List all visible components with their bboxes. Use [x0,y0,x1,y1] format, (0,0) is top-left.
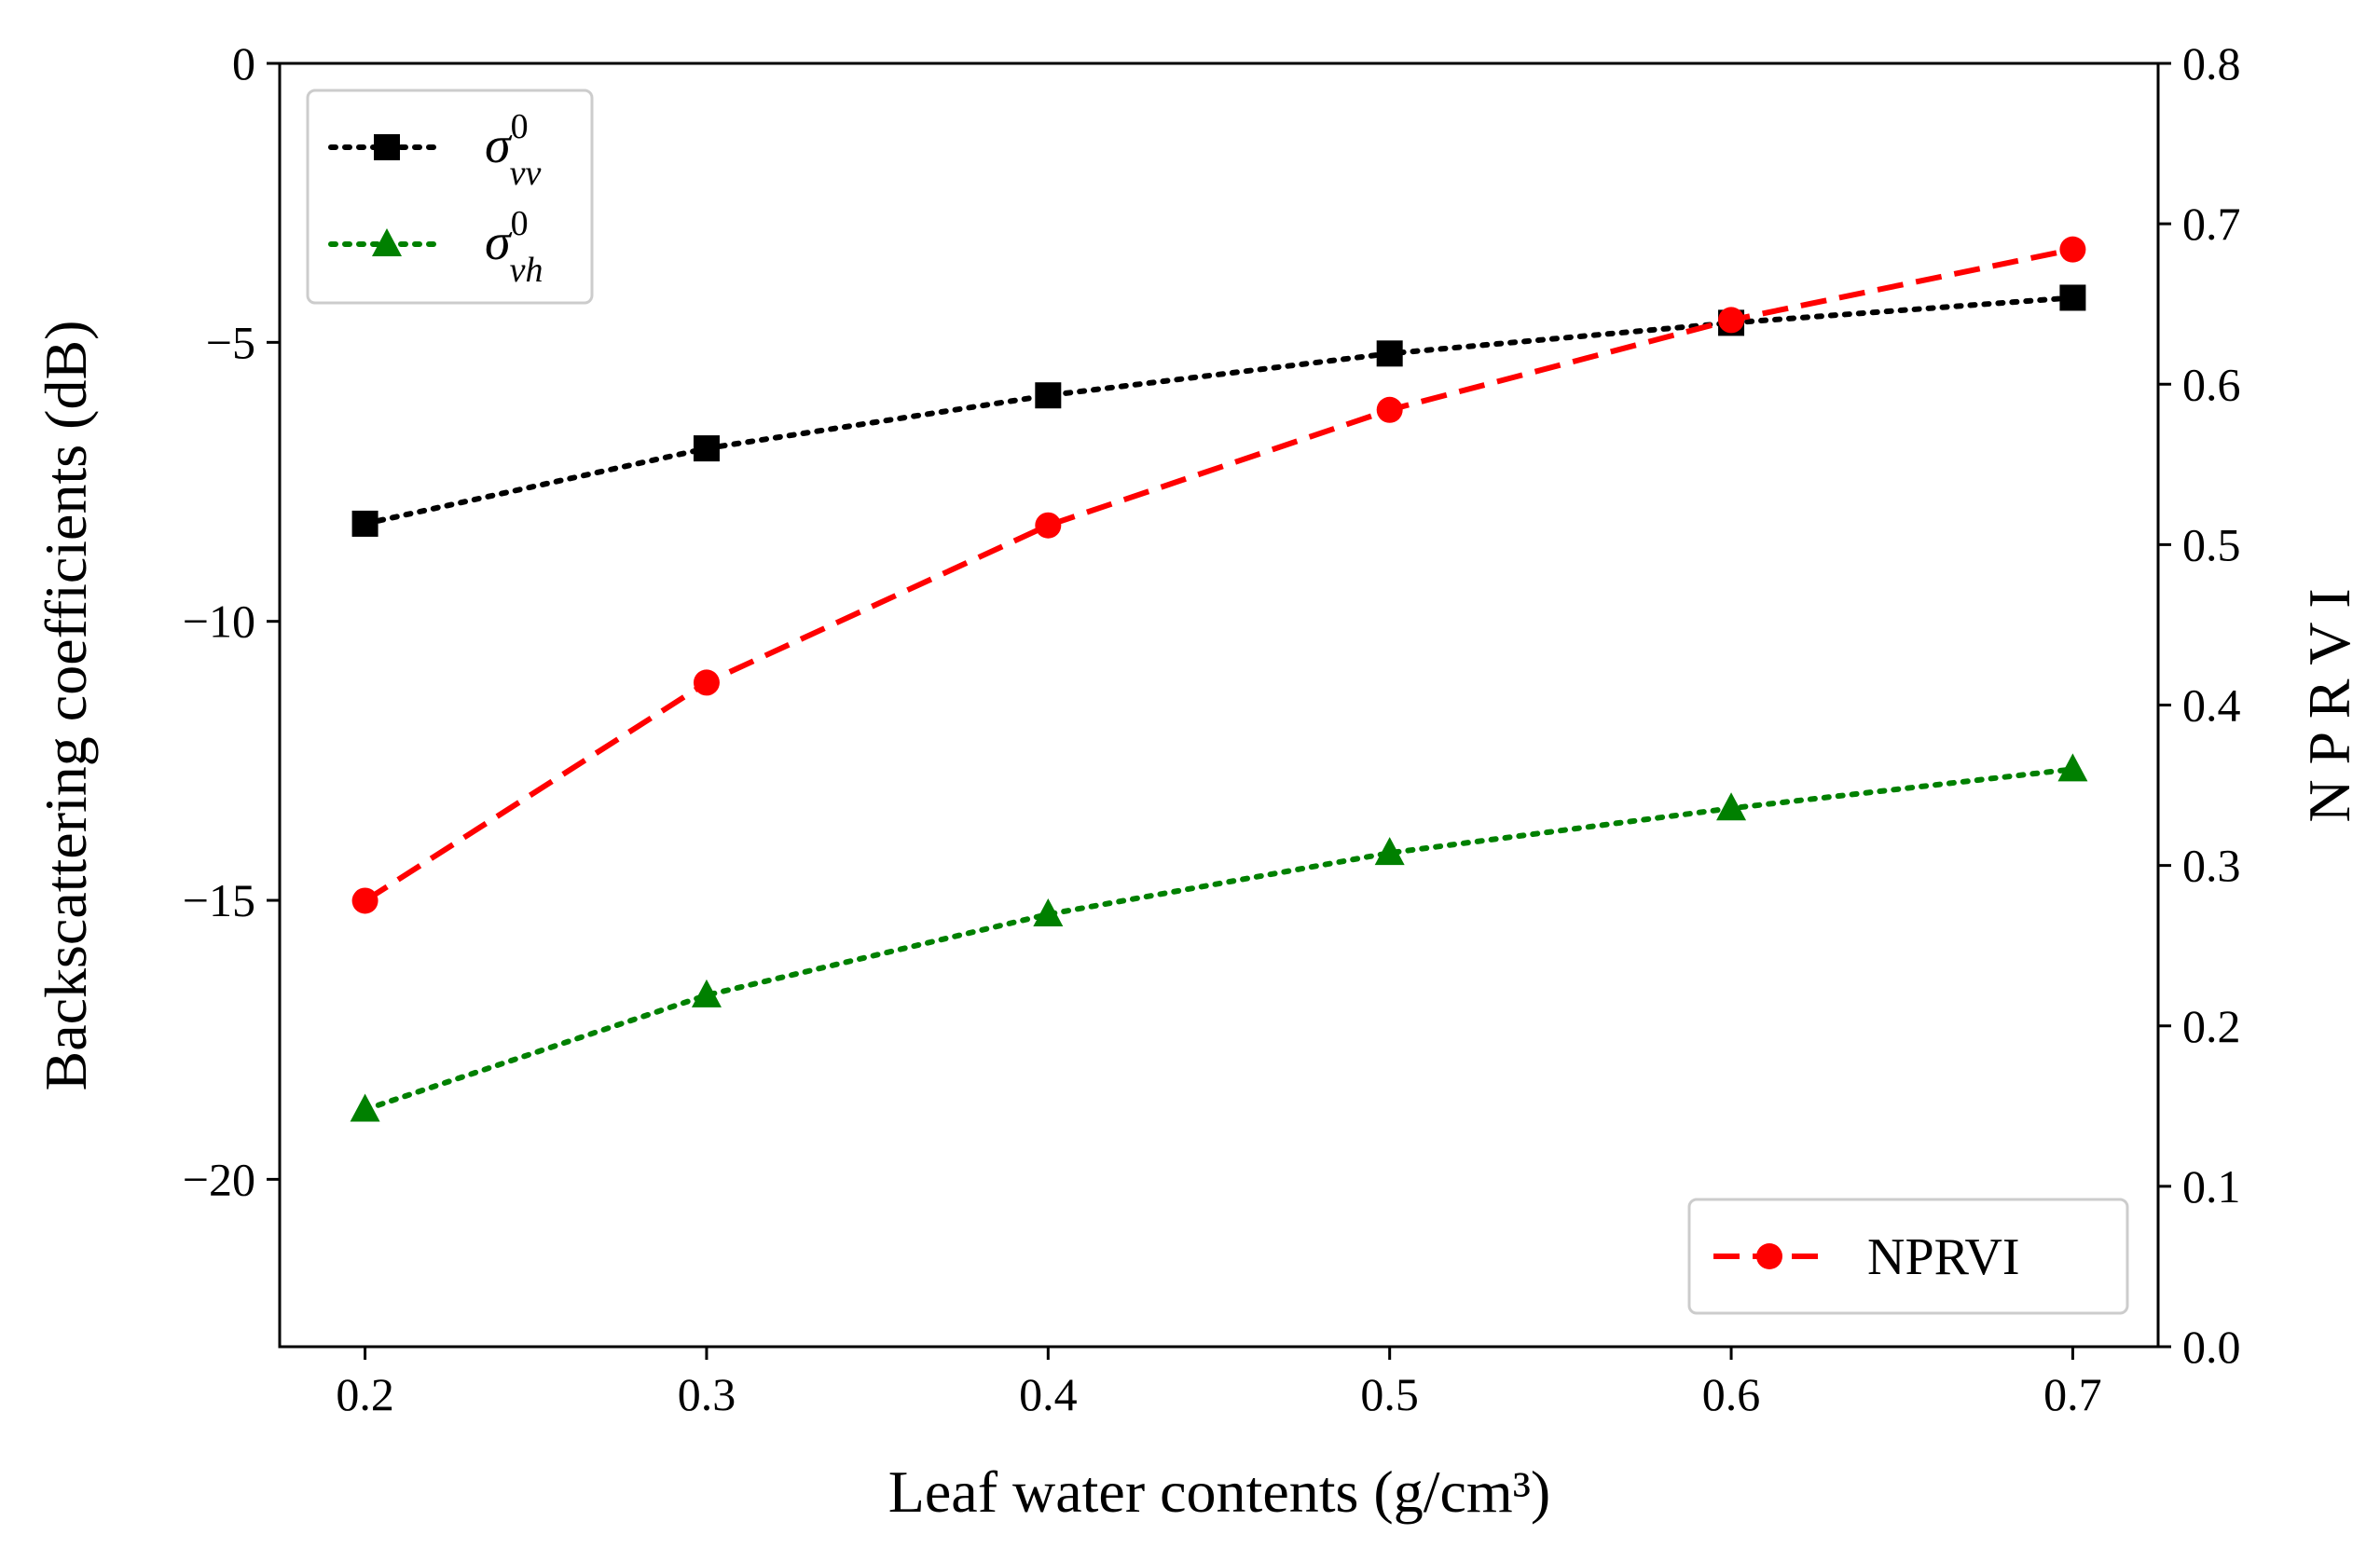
data-point-nprvi [351,887,378,914]
data-point-sigma-vv [2059,284,2086,311]
data-point-sigma-vv [351,510,378,537]
y2-tick-label: 0.5 [2182,518,2241,570]
y2-tick-label: 0.4 [2182,679,2241,732]
data-point-sigma-vv [693,435,720,462]
x-tick-label: 0.4 [1019,1368,1078,1420]
series-line-nprvi [363,246,2074,904]
y-tick-label: −15 [183,874,255,926]
data-point-sigma-vh [1033,898,1064,927]
series-line-sigma-vv [362,295,2076,527]
data-point-nprvi [1035,512,1062,539]
y2-tick-label: 0.3 [2182,840,2241,892]
y-tick-label: 0 [232,37,255,89]
legend-top-left-frame [306,89,594,305]
data-point-nprvi [693,669,720,696]
legend-label-nprvi: NPRVI [1867,1228,2020,1286]
x-tick-label: 0.6 [1702,1368,1761,1420]
y2-axis-label: N P R V I [2296,588,2362,822]
right-axis: 0.0 0.1 0.2 0.3 0.4 0.5 0.6 0.7 0.8 [2158,37,2241,1373]
legend-bottom-right: NPRVI [1687,1198,2129,1315]
y2-tick-label: 0.8 [2182,37,2241,89]
data-point-nprvi [1376,396,1403,423]
legend-top-left: σ0 vv σ0 vh [306,89,594,305]
x-axis: 0.2 0.3 0.4 0.5 0.6 0.7 [336,1347,2102,1420]
y-tick-label: −20 [183,1153,255,1205]
x-tick-label: 0.3 [678,1368,736,1420]
data-point-sigma-vh [1716,792,1747,821]
data-point-sigma-vh [350,1093,380,1122]
y-tick-label: −10 [183,596,255,648]
legend-label-sigma-vv: σ0 vv [485,107,541,193]
data-point-sigma-vv [1035,382,1062,409]
legend-marker-nprvi [1756,1243,1782,1269]
x-tick-label: 0.5 [1360,1368,1419,1420]
y-tick-label: −5 [206,316,255,368]
x-tick-label: 0.7 [2043,1368,2102,1420]
y2-tick-label: 0.1 [2182,1160,2241,1213]
y2-tick-label: 0.7 [2182,198,2241,250]
data-point-sigma-vv [1376,340,1403,367]
legend-marker-sigma-vv [374,134,400,160]
legend-label-sigma-vh: σ0 vh [485,204,543,290]
y-axis-label: Backscattering coefficients (dB) [33,321,99,1091]
series-line-sigma-vh [362,766,2076,1113]
legend-marker-sigma-vh [372,228,402,256]
y2-tick-label: 0.2 [2182,1000,2241,1052]
left-axis: 0 −5 −10 −15 −20 [183,37,280,1205]
data-point-nprvi [1718,307,1745,334]
data-point-sigma-vh [1374,837,1405,866]
series-layer [350,236,2088,1122]
y2-tick-label: 0.0 [2182,1321,2241,1373]
x-axis-label: Leaf water contents (g/cm³) [888,1459,1550,1525]
data-point-nprvi [2059,236,2086,263]
data-point-sigma-vh [2057,753,2088,782]
data-point-sigma-vh [691,979,722,1007]
x-tick-label: 0.2 [336,1368,394,1420]
y2-tick-label: 0.6 [2182,358,2241,410]
legend-bottom-right-frame [1687,1198,2129,1315]
